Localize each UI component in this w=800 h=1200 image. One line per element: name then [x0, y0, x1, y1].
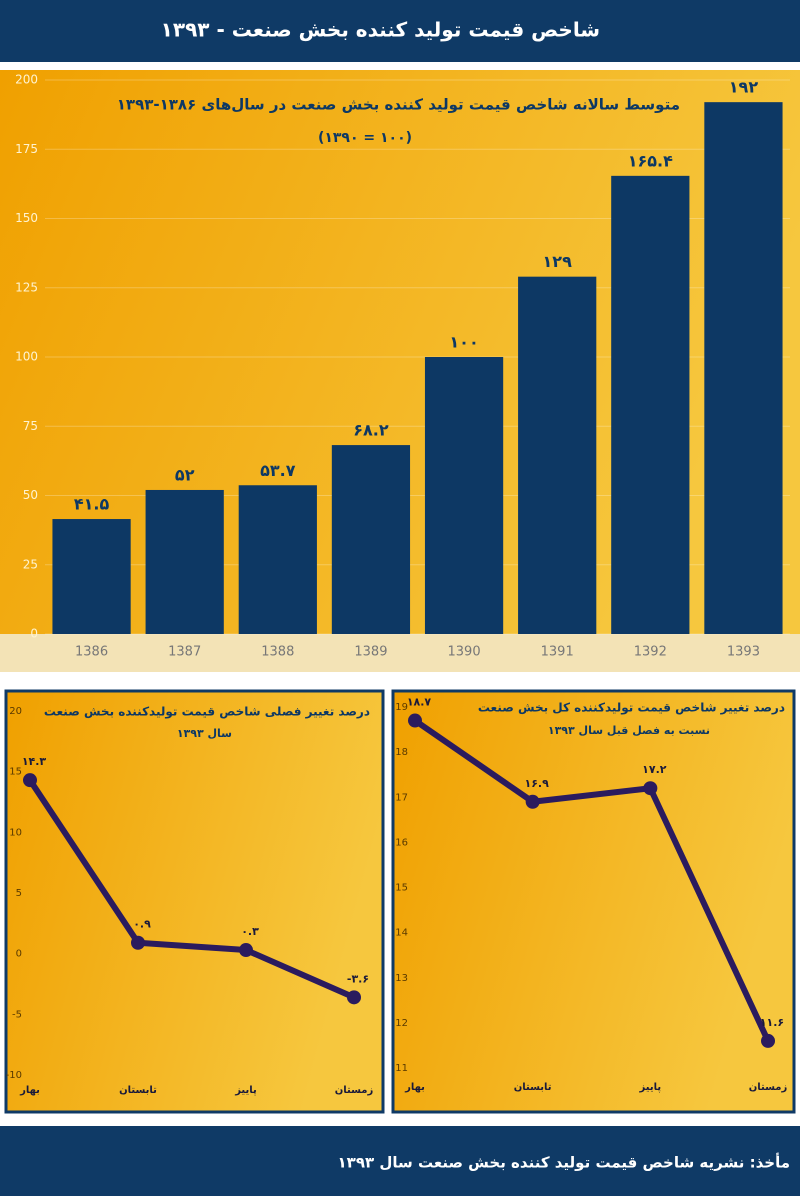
bar: [145, 489, 224, 634]
value-label: ۱۴.۳: [22, 755, 47, 768]
x-tick-label: 1386: [75, 645, 108, 660]
chart-subtitle: (۱۰۰ = ۱۳۹۰): [318, 130, 412, 146]
x-tick-label: پاییز: [234, 1085, 257, 1096]
footer-bar: [0, 1126, 800, 1196]
point: [761, 1033, 775, 1048]
y-tick-label: -5: [12, 1009, 22, 1020]
chart-subtitle: سال ۱۳۹۳: [177, 727, 232, 740]
point: [408, 713, 422, 728]
y-tick-label: -10: [6, 1070, 22, 1081]
x-tick-label: 1393: [727, 645, 760, 660]
value-label: ۰.۳: [241, 925, 259, 938]
point: [643, 781, 658, 796]
y-tick-label: 19: [395, 702, 408, 713]
y-tick-label: 150: [15, 211, 38, 225]
x-tick-label: 1389: [354, 645, 387, 660]
x-tick-label: 1391: [541, 645, 574, 660]
value-label: ۱۱.۶: [760, 1016, 784, 1029]
value-label: ۱۶۵.۴: [628, 151, 673, 170]
x-tick-label: زمستان: [335, 1085, 374, 1096]
x-tick-label: تابستان: [514, 1082, 552, 1093]
value-label: -۳.۶: [347, 972, 369, 985]
footer-source: مأخذ: نشریه شاخص قیمت تولید کننده بخش صن…: [338, 1153, 790, 1172]
y-tick-label: 14: [395, 928, 408, 939]
y-tick-label: 16: [395, 837, 408, 848]
chart-title: درصد تغییر شاخص قیمت تولیدکننده کل بخش ص…: [478, 701, 785, 716]
left-panel: [4, 689, 385, 1114]
axis-strip: [0, 634, 800, 672]
y-tick-label: 15: [9, 767, 22, 778]
point: [239, 943, 253, 958]
y-tick-label: 15: [395, 883, 408, 894]
point: [131, 935, 145, 950]
value-label: ۶۸.۲: [353, 421, 389, 440]
x-tick-label: تابستان: [119, 1085, 157, 1096]
x-tick-label: زمستان: [749, 1082, 788, 1093]
bar: [704, 102, 783, 634]
y-tick-label: 18: [395, 747, 408, 758]
value-label: ۱۰۰: [449, 333, 478, 352]
x-tick-label: پاییز: [639, 1082, 662, 1093]
x-tick-label: بهار: [404, 1082, 425, 1093]
x-tick-label: 1388: [261, 645, 294, 660]
y-tick-label: 0: [30, 627, 38, 641]
bar: [424, 357, 504, 634]
point: [23, 773, 37, 788]
value-label: ۵۲: [175, 465, 195, 484]
y-tick-label: 25: [23, 557, 38, 571]
header-bar: [0, 0, 800, 62]
y-tick-label: 50: [23, 488, 38, 502]
chart-title: درصد تغییر فصلی شاخص قیمت تولیدکننده بخش…: [44, 705, 370, 720]
value-label: ۱۶.۹: [525, 777, 550, 790]
point: [525, 794, 540, 809]
chart-title: متوسط سالانه شاخص قیمت تولید کننده بخش ص…: [117, 96, 680, 114]
y-tick-label: 10: [9, 827, 22, 838]
y-tick-label: 125: [15, 280, 38, 294]
y-tick-label: 0: [16, 949, 22, 960]
x-tick-label: 1392: [634, 645, 667, 660]
bar: [518, 276, 597, 634]
x-tick-label: بهار: [19, 1085, 40, 1096]
y-tick-label: 13: [395, 973, 408, 984]
value-label: ۰.۹: [133, 918, 151, 931]
chart-subtitle: نسبت به فصل قبل سال ۱۳۹۳: [548, 724, 710, 737]
value-label: ۱۲۹: [543, 252, 573, 271]
y-tick-label: 200: [15, 73, 38, 87]
point: [347, 990, 361, 1005]
bar: [611, 175, 690, 635]
x-tick-label: 1390: [448, 645, 481, 660]
y-tick-label: 175: [15, 142, 38, 156]
y-tick-label: 17: [395, 792, 408, 803]
value-label: ۵۳.۷: [260, 461, 296, 480]
value-label: ۱۹۲: [729, 78, 759, 97]
y-tick-label: 11: [395, 1063, 408, 1074]
y-tick-label: 75: [23, 419, 38, 433]
y-tick-label: 100: [15, 350, 38, 364]
line: [27, 778, 356, 1001]
bar: [331, 445, 411, 634]
bar: [238, 485, 317, 634]
y-tick-label: 20: [9, 706, 22, 717]
y-tick-label: 5: [16, 888, 22, 899]
right-panel: [391, 689, 796, 1114]
y-tick-label: 12: [395, 1018, 408, 1029]
value-label: ۱۷.۲: [642, 763, 667, 776]
header-title: شاخص قیمت تولید کننده بخش صنعت - ۱۳۹۳: [161, 18, 600, 42]
value-label: ۴۱.۵: [74, 495, 110, 514]
value-label: ۱۸.۷: [407, 696, 432, 709]
line: [413, 718, 771, 1043]
x-tick-label: 1387: [168, 645, 201, 660]
bar: [52, 519, 131, 634]
